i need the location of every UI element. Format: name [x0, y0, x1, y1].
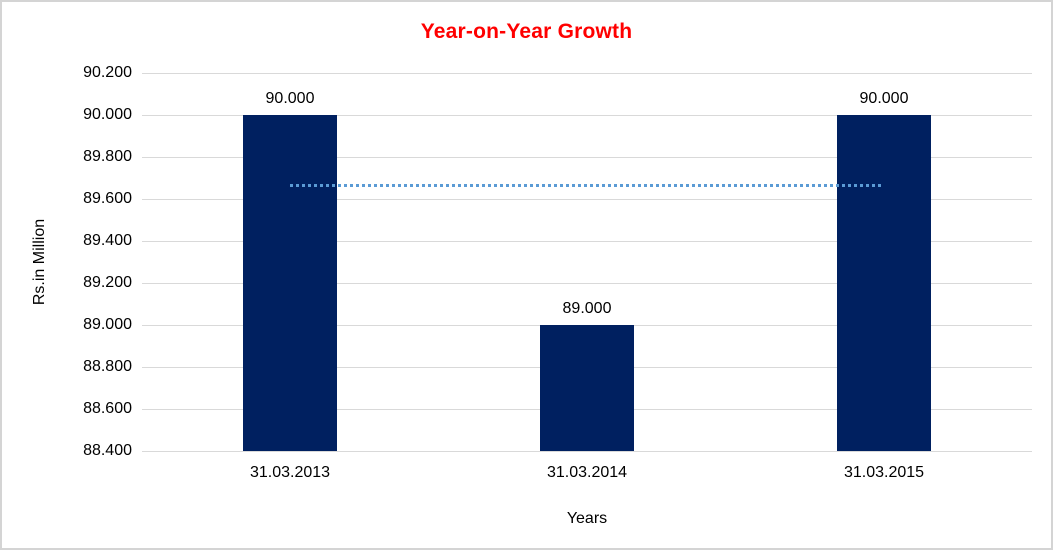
gridline — [142, 283, 1032, 284]
y-tick-label: 88.800 — [83, 358, 132, 375]
gridline — [142, 241, 1032, 242]
bar-31.03.2013 — [243, 115, 337, 451]
data-label: 90.000 — [265, 90, 315, 107]
gridline — [142, 73, 1032, 74]
chart-title: Year-on-Year Growth — [420, 20, 633, 43]
y-tick-label: 88.600 — [83, 400, 132, 417]
bar-31.03.2014 — [540, 325, 634, 451]
x-tick-label: 31.03.2014 — [546, 464, 628, 481]
gridline — [142, 199, 1032, 200]
y-tick-label: 88.400 — [83, 442, 132, 459]
x-tick-label: 31.03.2015 — [843, 464, 925, 481]
y-tick-label: 89.000 — [83, 316, 132, 333]
y-tick-label: 89.800 — [83, 148, 132, 165]
y-tick-label: 89.600 — [83, 190, 132, 207]
y-tick-label: 89.400 — [83, 232, 132, 249]
y-tick-label: 90.000 — [83, 106, 132, 123]
gridline — [142, 157, 1032, 158]
x-tick-label: 31.03.2013 — [249, 464, 331, 481]
y-axis-title: Rs.in Million — [31, 218, 48, 306]
x-axis-title: Years — [566, 510, 608, 527]
bar-31.03.2015 — [837, 115, 931, 451]
gridline — [142, 115, 1032, 116]
plot-area — [142, 73, 1032, 452]
y-tick-label: 90.200 — [83, 64, 132, 81]
y-tick-label: 89.200 — [83, 274, 132, 291]
average-dotted-line — [290, 184, 883, 187]
data-label: 89.000 — [562, 300, 612, 317]
data-label: 90.000 — [859, 90, 909, 107]
x-axis-line — [142, 451, 1032, 452]
